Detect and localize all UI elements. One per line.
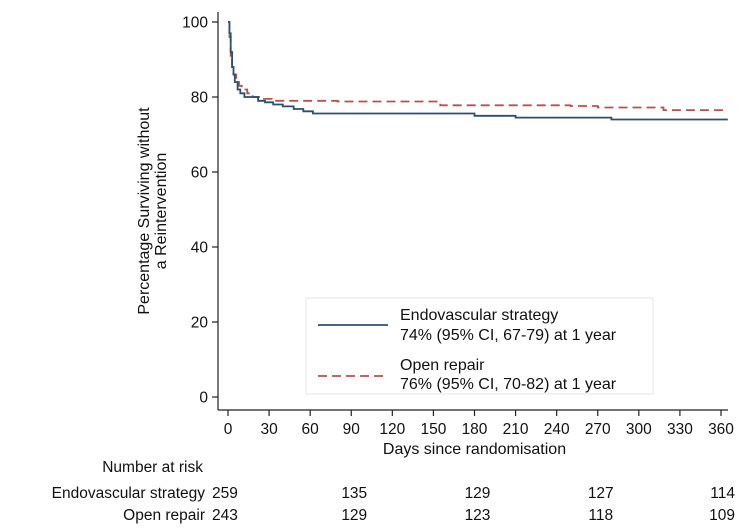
x-tick-label: 300 <box>626 421 652 438</box>
risk-row-label: Endovascular strategy <box>52 485 206 502</box>
y-tick-label: 20 <box>191 315 209 332</box>
risk-row-label: Open repair <box>123 507 205 524</box>
x-tick-label: 210 <box>503 421 529 438</box>
series-line-endovascular <box>228 21 728 121</box>
risk-table-title: Number at risk <box>102 459 203 476</box>
series-line-open-repair <box>228 21 728 111</box>
x-tick-label: 150 <box>420 421 446 438</box>
x-tick-label: 240 <box>544 421 570 438</box>
legend-label: Open repair <box>400 357 485 374</box>
risk-count: 118 <box>588 507 613 524</box>
risk-count: 243 <box>212 507 238 524</box>
x-tick-label: 270 <box>585 421 611 438</box>
y-tick-label: 80 <box>191 90 209 107</box>
risk-count: 109 <box>709 507 735 524</box>
y-axis-title: Percentage Surviving withouta Reinterven… <box>136 107 170 315</box>
x-tick-label: 60 <box>302 421 320 438</box>
x-axis-title: Days since randomisation <box>383 441 566 458</box>
x-tick-label: 360 <box>708 421 734 438</box>
legend-note: 74% (95% CI, 67-79) at 1 year <box>400 327 617 344</box>
x-tick-label: 330 <box>667 421 693 438</box>
legend-box <box>305 297 654 395</box>
risk-count: 127 <box>588 485 614 502</box>
x-tick-label: 90 <box>343 421 361 438</box>
risk-count: 135 <box>341 485 367 502</box>
risk-count: 123 <box>465 507 491 524</box>
x-tick-label: 180 <box>462 421 488 438</box>
legend-label: Endovascular strategy <box>400 307 558 324</box>
risk-count: 129 <box>465 485 491 502</box>
x-tick-label: 0 <box>224 421 233 438</box>
y-tick-label: 40 <box>191 240 209 257</box>
x-tick-label: 30 <box>260 421 278 438</box>
y-tick-label: 60 <box>191 165 209 182</box>
risk-count: 259 <box>212 485 238 502</box>
legend-note: 76% (95% CI, 70-82) at 1 year <box>400 376 617 393</box>
risk-count: 129 <box>341 507 367 524</box>
y-tick-label: 100 <box>182 15 208 32</box>
risk-count: 114 <box>710 485 735 502</box>
y-tick-label: 0 <box>199 390 208 407</box>
x-tick-label: 120 <box>379 421 405 438</box>
